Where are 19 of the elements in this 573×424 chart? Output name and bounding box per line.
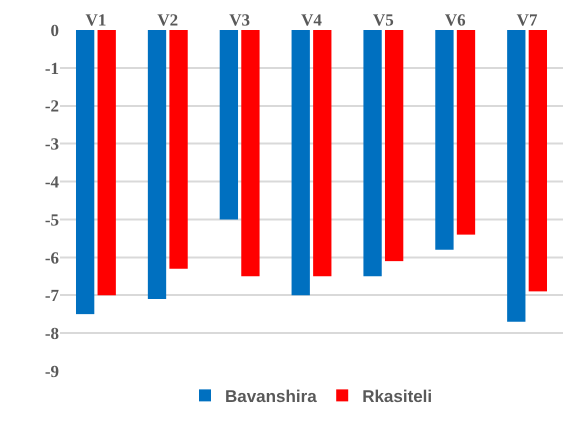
x-tick-label: V1 — [86, 10, 106, 30]
y-tick-label: -6 — [44, 248, 59, 268]
y-tick-label: -5 — [44, 210, 59, 230]
legend-label: Bavanshira — [225, 387, 318, 406]
legend-label: Rkasiteli — [362, 387, 432, 406]
y-tick-label: -7 — [44, 286, 60, 306]
x-tick-label: V5 — [372, 10, 394, 30]
x-tick-label: V3 — [229, 10, 250, 30]
y-tick-label: 0 — [50, 20, 59, 40]
x-tick-label: V2 — [157, 10, 178, 30]
x-tick-label: V7 — [516, 10, 538, 30]
y-tick-label: -9 — [44, 362, 59, 381]
x-tick-label: V4 — [301, 10, 322, 30]
y-tick-label: -4 — [44, 172, 60, 192]
y-tick-label: -1 — [44, 58, 59, 78]
x-tick-label: V6 — [444, 10, 466, 30]
y-tick-label: -8 — [44, 324, 59, 344]
y-tick-label: -2 — [44, 96, 59, 116]
y-tick-label: -3 — [44, 134, 59, 154]
